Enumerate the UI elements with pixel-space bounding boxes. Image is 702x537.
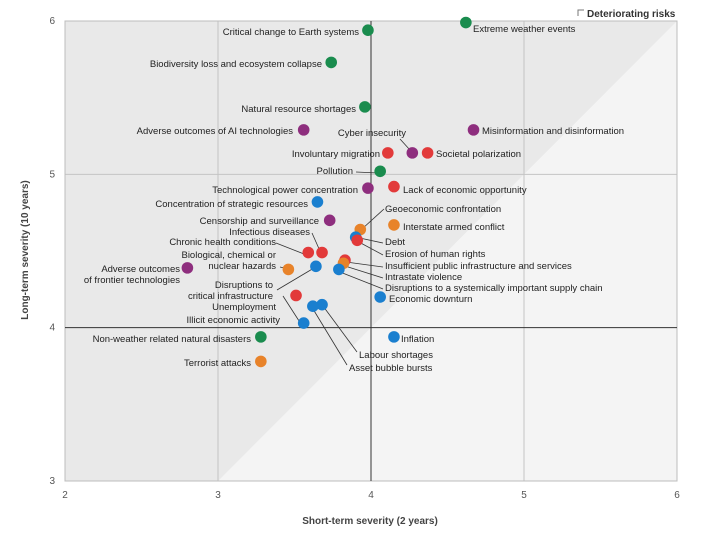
x-tick-label: 4	[368, 490, 374, 501]
point-economic-downturn	[374, 291, 386, 303]
point-involuntary-migration	[382, 147, 394, 159]
point-non-weather-related-natural-disasters	[255, 331, 267, 343]
leader-cyber-insecurity	[399, 138, 411, 151]
label-cyber-insecurity: Cyber insecurity	[338, 128, 406, 139]
point-disruptions-to-critical-infrastructure	[310, 260, 322, 273]
point-censorship-and-surveillance	[323, 214, 336, 227]
y-tick-label: 4	[49, 323, 55, 334]
label-misinformation-and-disinformation: Misinformation and disinformation	[482, 126, 624, 137]
leader-illicit-economic-activity	[282, 295, 302, 325]
label-chronic-health-conditions: Chronic health conditions	[169, 237, 276, 248]
point-concentration-of-strategic-resources	[311, 196, 324, 208]
point-unemployment	[290, 289, 302, 302]
label-asset-bubble-bursts: Asset bubble bursts	[349, 363, 433, 374]
label-inflation: Inflation	[401, 334, 434, 345]
x-tick-label: 2	[62, 490, 68, 501]
label-concentration-of-strategic-resources: Concentration of strategic resources	[155, 199, 308, 210]
label-involuntary-migration: Involuntary migration	[292, 149, 380, 160]
y-tick-label: 3	[49, 476, 55, 487]
point-adverse-outcomes-of-ai-technologies	[297, 124, 310, 136]
point-adverse-outcomes-of-frontier-technologies	[181, 262, 194, 274]
label-terrorist-attacks: Terrorist attacks	[184, 358, 251, 369]
point-pollution	[374, 165, 386, 178]
label-pollution: Pollution	[317, 166, 353, 177]
point-labour-shortages	[316, 298, 328, 311]
y-tick-label: 5	[49, 169, 55, 180]
lower-right-shade	[218, 21, 677, 481]
point-extreme-weather-events	[460, 16, 472, 29]
point-misinformation-and-disinformation	[467, 124, 480, 136]
x-tick-label: 3	[215, 490, 221, 501]
point-erosion-of-human-rights	[351, 234, 364, 247]
point-labels: Extreme weather events Critical change to…	[84, 24, 624, 374]
leader-lines	[275, 138, 411, 366]
leader-insufficient-public-infrastructure-and-services	[345, 261, 384, 268]
label-insufficient-public-infrastructure-and-services: Insufficient public infrastructure and s…	[385, 261, 572, 272]
leader-pollution	[355, 171, 379, 174]
point-terrorist-attacks	[255, 355, 267, 368]
point-critical-change-to-earth-systems	[362, 24, 374, 36]
label-economic-downturn: Economic downturn	[389, 294, 472, 305]
label-adverse-outcomes-of-ai-technologies: Adverse outcomes of AI technologies	[137, 126, 294, 137]
point-inflation	[388, 331, 400, 343]
label-disruptions-to-a-systemically-important-supply-chain: Disruptions to a systemically important …	[385, 283, 603, 294]
label-biodiversity-loss-and-ecosystem-collapse: Biodiversity loss and ecosystem collapse	[150, 59, 322, 70]
label-critical-change-to-earth-systems: Critical change to Earth systems	[223, 27, 359, 38]
point-lack-of-economic-opportunity	[388, 180, 400, 193]
leader-disruptions-to-a-systemically-important-supply-chain	[339, 271, 384, 290]
label-labour-shortages: Labour shortages	[359, 350, 433, 361]
label-debt: Debt	[385, 237, 405, 248]
leader-disruptions-to-critical-infrastructure	[276, 267, 315, 291]
label-geoeconomic-confrontation: Geoeconomic confrontation	[385, 204, 501, 215]
point-technological-power-concentration	[362, 182, 374, 194]
leader-intrastate-violence	[344, 265, 384, 279]
label-disruptions-to-critical-infrastructure: Disruptions to critical infrastructure	[188, 280, 273, 302]
label-societal-polarization: Societal polarization	[436, 149, 521, 160]
label-non-weather-related-natural-disasters: Non-weather related natural disasters	[93, 334, 252, 345]
label-erosion-of-human-rights: Erosion of human rights	[385, 249, 486, 260]
leader-asset-bubble-bursts	[312, 308, 348, 366]
x-tick-label: 5	[521, 490, 527, 501]
label-extreme-weather-events: Extreme weather events	[473, 24, 576, 35]
y-axis-title: Long-term severity (10 years)	[20, 180, 31, 320]
point-cyber-insecurity	[406, 147, 419, 159]
leader-labour-shortages	[322, 305, 358, 353]
label-infectious-diseases: Infectious diseases	[229, 227, 310, 238]
data-points	[181, 16, 480, 368]
point-infectious-diseases	[316, 246, 328, 259]
label-technological-power-concentration: Technological power concentration	[212, 185, 358, 196]
point-societal-polarization	[421, 147, 434, 159]
label-biological-chemical-or-nuclear-hazards: Biological, chemical or nuclear hazards	[181, 250, 276, 272]
legend-label: Deteriorating risks	[587, 9, 676, 20]
label-lack-of-economic-opportunity: Lack of economic opportunity	[403, 185, 527, 196]
point-natural-resource-shortages	[359, 101, 371, 113]
grid-lines	[64, 20, 678, 482]
point-biodiversity-loss-and-ecosystem-collapse	[325, 56, 338, 69]
legend: Deteriorating risks	[577, 9, 676, 20]
point-chronic-health-conditions	[302, 246, 315, 259]
label-adverse-outcomes-of-frontier-technologies: Adverse outcomes of frontier technologies	[84, 264, 180, 286]
label-interstate-armed-conflict: Interstate armed conflict	[403, 222, 505, 233]
label-unemployment: Unemployment	[212, 302, 276, 313]
leader-geoeconomic-confrontation	[361, 208, 385, 230]
x-axis-title: Short-term severity (2 years)	[302, 516, 438, 527]
point-biological-chemical-or-nuclear-hazards	[282, 263, 295, 276]
label-censorship-and-surveillance: Censorship and surveillance	[200, 216, 319, 227]
point-interstate-armed-conflict	[388, 219, 400, 231]
label-natural-resource-shortages: Natural resource shortages	[241, 104, 356, 115]
label-illicit-economic-activity: Illicit economic activity	[187, 315, 281, 326]
y-tick-label: 6	[49, 16, 55, 27]
leader-chronic-health-conditions	[275, 242, 305, 255]
x-tick-label: 6	[674, 490, 680, 501]
point-disruptions-to-a-systemically-important-supply-chain	[333, 263, 345, 276]
point-illicit-economic-activity	[297, 317, 310, 329]
legend-marker	[577, 9, 584, 16]
point-asset-bubble-bursts	[307, 300, 319, 313]
label-intrastate-violence: Intrastate violence	[385, 272, 462, 283]
